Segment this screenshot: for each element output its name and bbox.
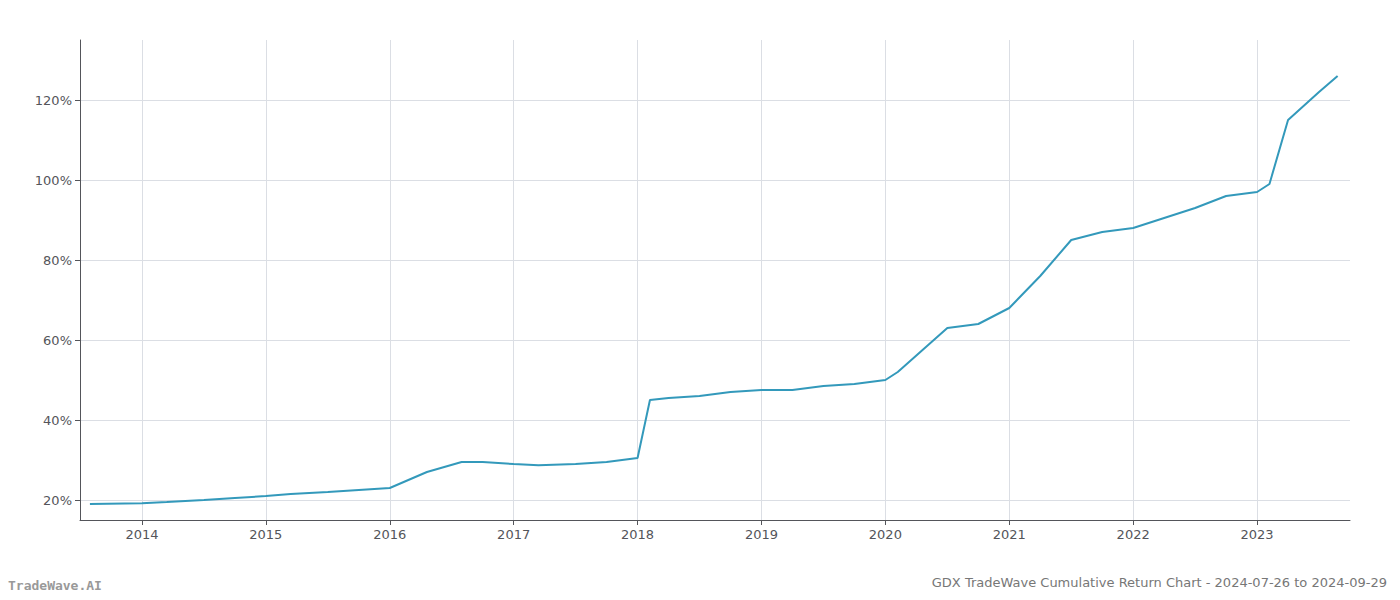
svg-text:80%: 80%: [43, 253, 72, 268]
svg-text:2018: 2018: [621, 527, 654, 542]
svg-text:2020: 2020: [869, 527, 902, 542]
svg-text:60%: 60%: [43, 333, 72, 348]
svg-text:2017: 2017: [497, 527, 530, 542]
svg-text:2016: 2016: [373, 527, 406, 542]
svg-text:40%: 40%: [43, 413, 72, 428]
svg-text:120%: 120%: [35, 93, 72, 108]
svg-text:100%: 100%: [35, 173, 72, 188]
svg-text:2019: 2019: [745, 527, 778, 542]
svg-text:2023: 2023: [1241, 527, 1274, 542]
svg-text:20%: 20%: [43, 493, 72, 508]
svg-text:GDX TradeWave Cumulative Retur: GDX TradeWave Cumulative Return Chart - …: [932, 575, 1387, 590]
svg-text:2014: 2014: [125, 527, 158, 542]
svg-text:2015: 2015: [249, 527, 282, 542]
svg-text:TradeWave.AI: TradeWave.AI: [8, 578, 102, 593]
svg-text:2022: 2022: [1117, 527, 1150, 542]
svg-text:2021: 2021: [993, 527, 1026, 542]
